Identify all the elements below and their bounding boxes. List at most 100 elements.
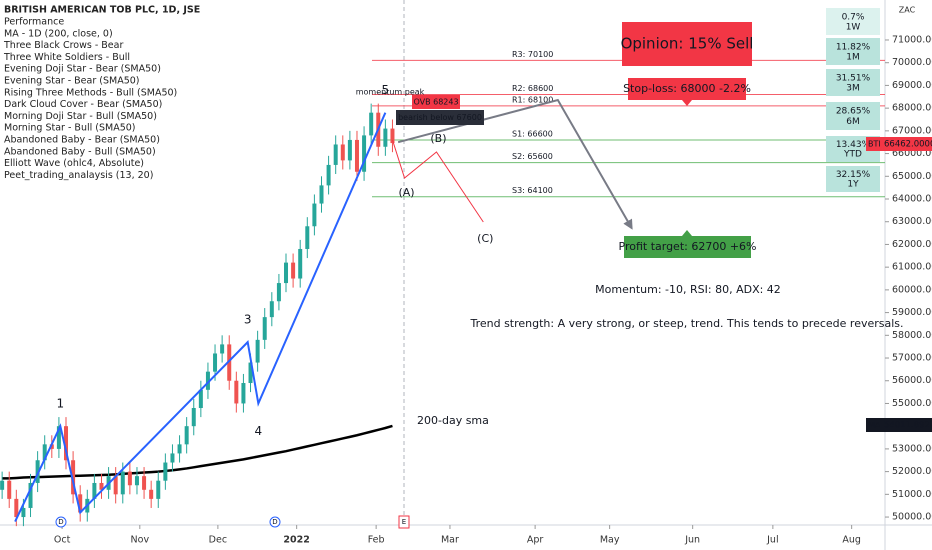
candle-body (49, 444, 54, 449)
y-tick-label: 65000.0000 (892, 171, 932, 182)
y-tick-label: 60000.0000 (892, 284, 932, 295)
y-tick-label: 57000.0000 (892, 353, 932, 364)
y-tick-label: 61000.0000 (892, 262, 932, 273)
momentum-text: Momentum: -10, RSI: 80, ADX: 42 (595, 283, 781, 296)
legend-item: Rising Three Methods - Bull (SMA50) (4, 87, 177, 98)
candle-body (354, 139, 359, 172)
candle-body (227, 344, 232, 381)
candle-body (326, 164, 331, 186)
wave-label: 1 (57, 397, 65, 411)
candle-body (333, 144, 338, 165)
candle-body (362, 135, 367, 172)
perf-cell (826, 38, 880, 65)
x-tick-label: Aug (842, 535, 861, 546)
legend-item: Dark Cloud Cover - Bear (SMA50) (4, 99, 162, 110)
perf-cell (826, 69, 880, 96)
perf-period: 1Y (847, 180, 859, 190)
level-label: S3: 64100 (512, 186, 553, 195)
y-tick-label: 70000.0000 (892, 57, 932, 68)
perf-value: 11.82% (836, 42, 871, 52)
perf-cell (826, 166, 880, 192)
candle-body (191, 408, 196, 427)
perf-period: 3M (846, 83, 860, 93)
perf-value: 32.15% (836, 170, 871, 180)
y-tick-label: 55000.0000 (892, 398, 932, 409)
dividend-marker (269, 516, 281, 528)
y-tick-label: 67000.0000 (892, 125, 932, 136)
candle-body (170, 453, 175, 463)
abc-correction (391, 139, 484, 223)
x-tick-label: Mar (441, 535, 459, 546)
candle-body (319, 185, 324, 204)
y-tick-label: 63000.0000 (892, 216, 932, 227)
ma-label-value: 54011.8922 (884, 421, 932, 431)
perf-value: 0.7% (842, 12, 865, 22)
candle-body (21, 507, 26, 518)
bearish-box (396, 110, 484, 125)
price-label-bg (866, 137, 932, 151)
legend-item: Elliott Wave (ohlc4, Absolute) (4, 158, 144, 169)
candle-body (42, 444, 47, 461)
candle-body (305, 226, 310, 249)
candle-body (248, 362, 253, 384)
x-tick-label: Jun (684, 535, 700, 546)
abc-label: (A) (398, 186, 414, 199)
candle-body (149, 489, 154, 499)
candle-body (28, 482, 33, 508)
y-tick-label: 68000.0000 (892, 103, 932, 114)
ovb-box (412, 95, 460, 109)
candle-body (298, 248, 303, 279)
y-tick-label: 69000.0000 (892, 80, 932, 91)
legend-item: Abandoned Baby - Bull (SMA50) (4, 146, 156, 157)
perf-period: 6M (846, 117, 860, 127)
candle-body (120, 471, 125, 495)
candle-body (262, 317, 267, 340)
y-tick-label: 52000.0000 (892, 466, 932, 477)
legend-item: Performance (4, 17, 64, 28)
abc-label: (B) (430, 132, 446, 145)
legend-item: Evening Doji Star - Bear (SMA50) (4, 64, 161, 75)
level-label: S2: 65600 (512, 152, 553, 161)
wave-label: 4 (255, 424, 263, 438)
candle-body (163, 462, 168, 481)
legend-item: Morning Star - Bull (SMA50) (4, 123, 136, 134)
wave-label: 3 (244, 313, 252, 327)
perf-value: 28.65% (836, 107, 871, 117)
candle-body (127, 471, 132, 486)
level-label: R2: 68600 (512, 84, 553, 93)
ovb: OVB 68243 (413, 98, 458, 107)
y-tick-label: 53000.0000 (892, 443, 932, 454)
sma-label: 200-day sma (417, 414, 489, 427)
candle-body (64, 426, 69, 461)
legend-item: Peet_trading_analaysis (13, 20) (4, 170, 153, 181)
candle-body (340, 144, 345, 161)
x-tick-label: Nov (131, 535, 150, 546)
candle-body (184, 426, 189, 445)
y-tick-label: 62000.0000 (892, 239, 932, 250)
candle-body (7, 480, 12, 499)
perf-cell (826, 8, 880, 35)
stop-loss: Stop-loss: 68000 -2.2% (623, 82, 751, 95)
candle-body (234, 380, 239, 404)
legend-item: Three Black Crows - Bear (3, 40, 123, 51)
candle-body (78, 494, 83, 513)
stop-loss-box (628, 78, 746, 100)
candle-body (390, 128, 395, 144)
price-label-symbol: BTI (868, 140, 881, 149)
candle-body (35, 460, 40, 483)
candle-body (56, 426, 61, 449)
y-tick-label: 66000.0000 (892, 148, 932, 159)
price-label-value: 66462.0000 (884, 140, 932, 150)
level-label: R3: 70100 (512, 50, 553, 59)
ma-label-symbol: MA (868, 421, 881, 430)
target-pointer (682, 230, 692, 236)
candle-body (156, 480, 161, 499)
trend-text: Trend strength: A very strong, or steep,… (469, 317, 903, 330)
currency: ZAC (899, 6, 916, 15)
candle-body (14, 498, 19, 518)
opinion: Opinion: 15% Sell (621, 35, 754, 53)
momentum-peak: momentum peak (356, 88, 425, 97)
y-tick-label: 58000.0000 (892, 330, 932, 341)
x-tick-label: Apr (527, 535, 544, 546)
